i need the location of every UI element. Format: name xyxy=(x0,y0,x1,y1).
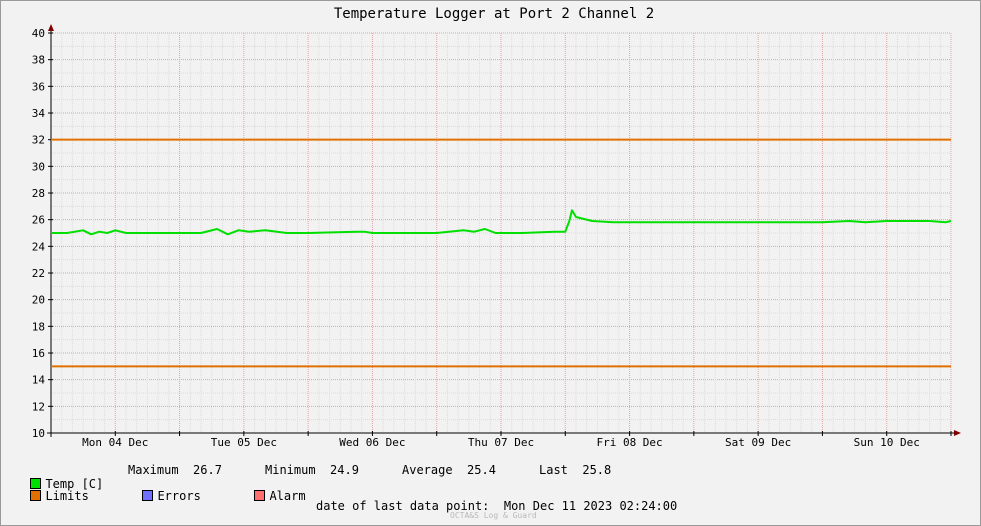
y-tick-label: 18 xyxy=(32,320,45,333)
y-tick-label: 12 xyxy=(32,400,45,413)
temp-swatch xyxy=(30,478,42,489)
max-value: 26.7 xyxy=(193,463,222,477)
y-tick-labels: 10 12 14 16 18 20 22 24 26 28 30 32 34 36 38 40 xyxy=(32,27,46,440)
last-point-value: Mon Dec 11 2023 02:24:00 xyxy=(503,499,678,513)
legend-min: Minimum 24.9 xyxy=(265,463,359,477)
chart-title: Temperature Logger at Port 2 Channel 2 xyxy=(334,6,654,22)
x-tick-label: Mon 04 Dec xyxy=(82,436,148,449)
legend-errors: Errors xyxy=(128,475,201,503)
y-tick-label: 16 xyxy=(32,347,45,360)
y-tick-label: 28 xyxy=(32,187,45,200)
avg-value: 25.4 xyxy=(467,463,496,477)
x-tick-label: Thu 07 Dec xyxy=(468,436,534,449)
y-tick-label: 34 xyxy=(32,107,46,120)
y-tick-label: 26 xyxy=(32,214,45,227)
limit-lines xyxy=(51,138,951,368)
y-tick-label: 30 xyxy=(32,160,45,173)
legend-row-1: Temp [C] xyxy=(16,463,103,491)
legend-limits: Limits xyxy=(16,475,89,503)
x-axis-arrow xyxy=(954,430,961,436)
x-tick-label: Sun 10 Dec xyxy=(854,436,920,449)
legend-avg: Average 25.4 xyxy=(402,463,496,477)
watermark: OCTA&S Log & Guard xyxy=(450,511,537,520)
y-tick-label: 38 xyxy=(32,54,45,67)
last-label: Last xyxy=(539,463,568,477)
y-tick-label: 22 xyxy=(32,267,45,280)
x-tick-labels: Mon 04 Dec Tue 05 Dec Wed 06 Dec Thu 07 Dec… xyxy=(82,436,920,449)
y-tick-label: 24 xyxy=(32,240,46,253)
alarm-label: Alarm xyxy=(269,489,306,503)
x-tick-label: Fri 08 Dec xyxy=(596,436,662,449)
min-label: Minimum xyxy=(265,463,316,477)
last-point-label: date of last data point: xyxy=(316,499,490,513)
errors-label: Errors xyxy=(157,489,201,503)
legend-max: Maximum 26.7 xyxy=(128,463,222,477)
y-axis-arrow xyxy=(48,24,54,31)
y-tick-label: 32 xyxy=(32,134,45,147)
y-tick-label: 14 xyxy=(32,374,46,387)
y-tick-label: 20 xyxy=(32,294,45,307)
legend-temp-label: Temp [C] xyxy=(45,477,104,491)
last-value: 25.8 xyxy=(582,463,612,477)
x-tick-label: Tue 05 Dec xyxy=(211,436,277,449)
legend-alarm: Alarm xyxy=(240,475,306,503)
y-tick-label: 40 xyxy=(32,27,45,40)
errors-swatch xyxy=(142,490,154,501)
legend-last: Last 25.8 xyxy=(539,463,611,477)
x-tick-label: Sat 09 Dec xyxy=(725,436,791,449)
temp-series xyxy=(51,209,952,236)
avg-label: Average xyxy=(402,463,453,477)
limits-swatch xyxy=(30,490,42,501)
temp-line xyxy=(51,209,952,236)
limits-label: Limits xyxy=(45,489,89,503)
y-tick-label: 36 xyxy=(32,80,45,93)
max-label: Maximum xyxy=(128,463,179,477)
x-tick-label: Wed 06 Dec xyxy=(339,436,405,449)
last-data-point: date of last data point: Mon Dec 11 2023… xyxy=(316,499,677,513)
alarm-swatch xyxy=(254,490,266,501)
min-value: 24.9 xyxy=(330,463,359,477)
y-tick-label: 10 xyxy=(32,427,45,440)
